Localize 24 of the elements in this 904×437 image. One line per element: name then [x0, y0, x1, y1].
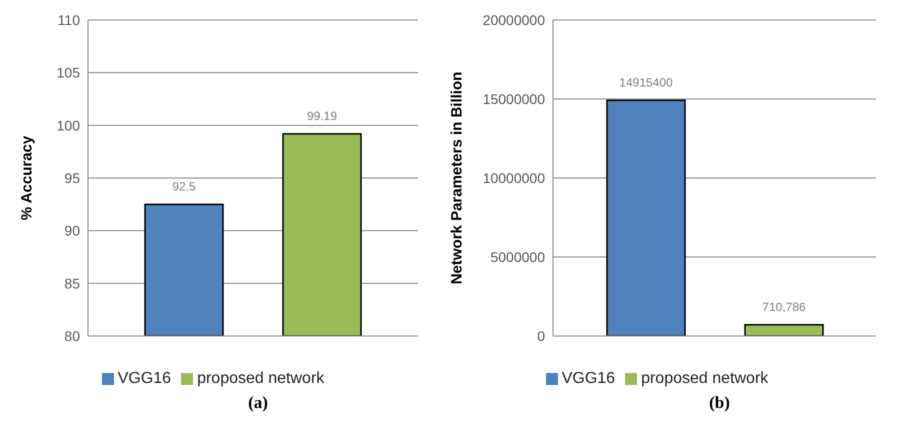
data-label: 92.5	[172, 179, 196, 194]
text: (b)	[708, 393, 731, 413]
y-tick-label: 20000000	[482, 12, 546, 28]
y-tick-label: 100	[56, 117, 80, 134]
y-tick-label: 80	[64, 328, 80, 344]
data-label: 710,786	[762, 300, 806, 314]
data-label: 99.19	[306, 108, 338, 123]
y-axis-title: % Accuracy	[18, 135, 36, 220]
y-tick-label: 105	[56, 64, 80, 81]
legend-label: proposed network	[641, 370, 768, 387]
y-axis-title: Network Parameters in Billion	[448, 72, 466, 284]
y-tick-label: 95	[64, 170, 80, 186]
legend-label: VGG16	[118, 370, 172, 387]
y-tick-label: 110	[58, 12, 80, 28]
legend-label: VGG16	[562, 370, 616, 387]
y-tick-label: 90	[64, 222, 80, 239]
y-tick-label: 10000000	[482, 170, 546, 186]
text: (a)	[247, 393, 269, 413]
y-tick-label: 15000000	[482, 90, 546, 107]
y-tick-label: 5000000	[490, 248, 546, 265]
data-label: 14915400	[619, 75, 674, 90]
y-tick-label: 0	[537, 328, 546, 344]
legend-label: proposed network	[197, 370, 324, 387]
y-tick-label: 85	[64, 275, 80, 292]
